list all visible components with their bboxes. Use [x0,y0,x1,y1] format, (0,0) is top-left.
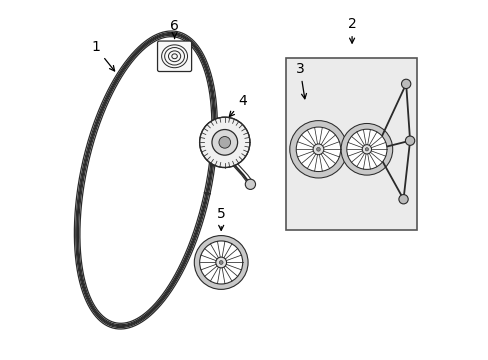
Circle shape [219,261,223,264]
Text: 5: 5 [216,207,225,230]
Circle shape [340,123,392,175]
Circle shape [296,127,340,171]
Bar [285,58,416,230]
Text: 6: 6 [170,19,179,39]
Circle shape [199,241,242,284]
Circle shape [245,179,255,189]
Circle shape [211,130,237,155]
Circle shape [215,257,226,268]
Circle shape [219,136,230,148]
Circle shape [316,148,320,151]
Circle shape [405,136,414,145]
Circle shape [365,148,368,151]
Text: 3: 3 [295,62,306,99]
Text: 2: 2 [347,17,356,43]
Circle shape [346,129,386,170]
Text: 1: 1 [91,40,114,71]
Circle shape [398,194,407,204]
FancyBboxPatch shape [157,41,191,72]
Circle shape [362,145,371,154]
Circle shape [289,121,346,178]
Circle shape [401,79,410,89]
Circle shape [194,235,247,289]
Circle shape [312,144,323,155]
Text: 4: 4 [229,94,246,117]
Circle shape [199,117,249,167]
